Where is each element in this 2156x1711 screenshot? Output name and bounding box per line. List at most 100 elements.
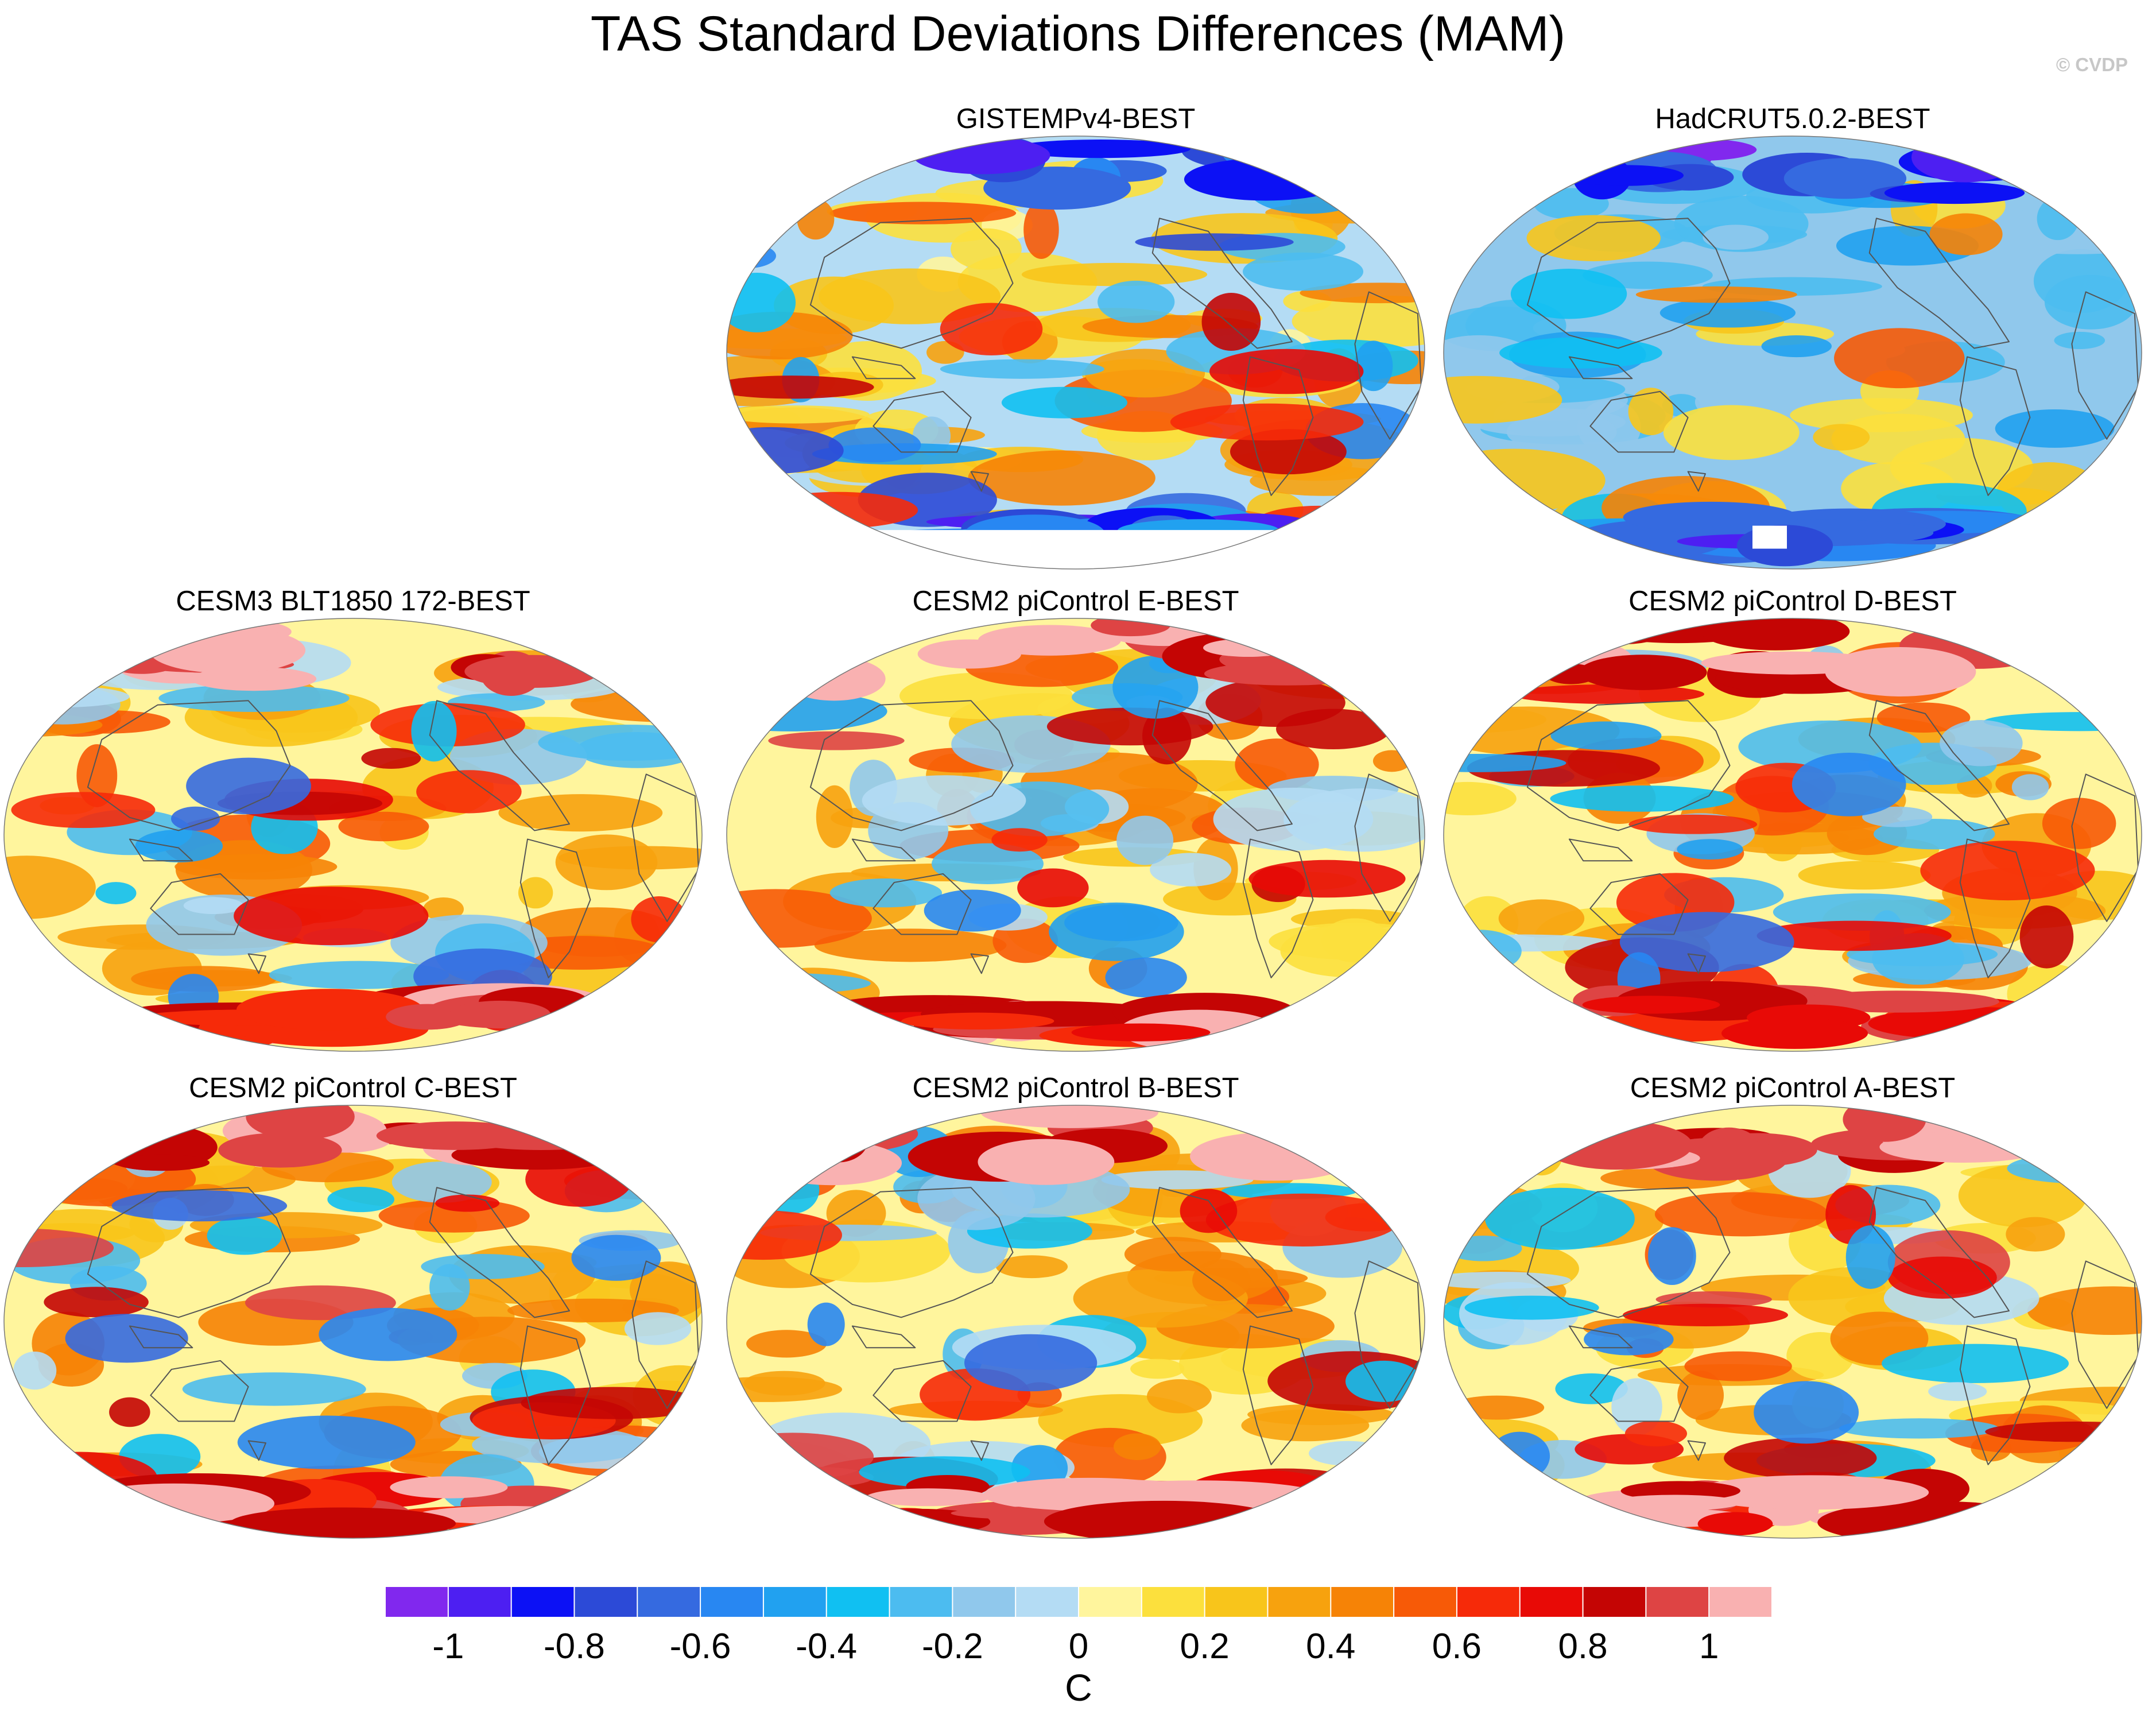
anomaly-blob xyxy=(1703,224,1769,250)
colorbar-swatch xyxy=(1709,1587,1773,1617)
anomaly-blob-north xyxy=(917,639,1021,669)
anomaly-blob xyxy=(1928,1382,1987,1402)
anomaly-blob xyxy=(727,427,844,474)
colorbar-swatch xyxy=(637,1587,701,1617)
coastline xyxy=(519,838,591,978)
anomaly-blob xyxy=(1170,403,1364,441)
anomaly-blob xyxy=(171,806,220,831)
coastline xyxy=(1526,1187,1731,1318)
anomaly-blob xyxy=(2037,197,2079,241)
anomaly-blob xyxy=(624,1312,692,1345)
coastline xyxy=(851,356,916,380)
anomaly-blob xyxy=(819,268,1001,324)
anomaly-blob xyxy=(1201,292,1261,351)
coastline xyxy=(1354,291,1422,440)
coastline xyxy=(873,1360,972,1422)
anomaly-blob xyxy=(1754,1381,1859,1444)
anomaly-blob-north xyxy=(1579,655,1707,690)
map-border xyxy=(1443,136,2142,570)
anomaly-blob xyxy=(2089,1425,2134,1485)
anomaly-blob xyxy=(1276,709,1391,749)
anomaly-blob-south xyxy=(229,1507,456,1538)
anomaly-blob-north xyxy=(913,137,1050,175)
anomaly-blob-south xyxy=(390,1476,508,1499)
panel-title: CESM2 piControl D-BEST xyxy=(1628,586,1957,617)
anomaly-blob xyxy=(2006,1217,2065,1252)
anomaly-blob xyxy=(518,877,553,909)
anomaly-blob xyxy=(1792,752,1906,816)
anomaly-field xyxy=(4,1105,702,1538)
anomaly-blob xyxy=(327,1187,394,1213)
panel-title: CESM3 BLT1850 172-BEST xyxy=(176,586,530,617)
anomaly-blob xyxy=(421,1253,545,1279)
colorbar-swatch xyxy=(1394,1587,1457,1617)
coastline xyxy=(1868,218,2010,349)
anomaly-blob xyxy=(1180,1189,1238,1233)
coastline xyxy=(1687,1440,1706,1461)
map-panel: CESM2 piControl B-BEST xyxy=(726,1073,1425,1539)
anomaly-blob xyxy=(828,427,921,463)
anomaly-blob-north xyxy=(1190,1132,1358,1181)
anomaly-blob xyxy=(1464,1295,1599,1320)
panel-title: CESM2 piControl E-BEST xyxy=(912,586,1239,617)
anomaly-blob-north xyxy=(1578,620,1665,645)
anomaly-blob xyxy=(65,1314,188,1363)
anomaly-blob-north xyxy=(1843,1105,1926,1142)
coastline xyxy=(129,1325,193,1349)
anomaly-blob xyxy=(237,1415,416,1469)
colorbar: -1 -0.8 -0.6 -0.4 -0.2 0 0.2 0.4 0.6 0.8 1 C xyxy=(385,1587,1773,1709)
anomaly-blob xyxy=(743,1371,825,1396)
panel-title: CESM2 piControl A-BEST xyxy=(1630,1073,1955,1104)
anomaly-blob xyxy=(4,978,98,1011)
colorbar-swatch xyxy=(385,1587,449,1617)
anomaly-blob xyxy=(797,199,835,240)
coastline xyxy=(247,953,266,974)
anomaly-blob xyxy=(1444,781,1517,816)
colorbar-swatch xyxy=(1456,1587,1521,1617)
anomaly-blob xyxy=(1235,738,1319,791)
anomaly-blob xyxy=(95,882,137,904)
anomaly-blob-north xyxy=(1567,165,1684,186)
anomaly-blob xyxy=(1890,438,2034,497)
anomaly-blob xyxy=(1323,630,1424,694)
coastline xyxy=(1959,838,2031,978)
colorbar-swatch xyxy=(511,1587,575,1617)
colorbar-swatch xyxy=(763,1587,827,1617)
anomaly-blob xyxy=(968,450,1155,506)
colorbar-tick-label: -0.6 xyxy=(670,1627,731,1666)
anomaly-blob xyxy=(1929,213,2003,256)
anomaly-blob-south xyxy=(1697,1512,1773,1536)
anomaly-blob xyxy=(1995,409,2115,448)
anomaly-blob xyxy=(1101,1170,1254,1190)
coastline xyxy=(873,390,972,453)
anomaly-blob xyxy=(1619,912,1794,973)
anomaly-blob xyxy=(1331,1141,1368,1162)
map-border xyxy=(3,1105,703,1539)
anomaly-blob xyxy=(859,1456,1030,1488)
anomaly-blob xyxy=(964,1334,1098,1392)
chart-title: TAS Standard Deviations Differences (MAM… xyxy=(591,6,1565,61)
coastline xyxy=(1354,773,1422,922)
colorbar-swatch xyxy=(889,1587,953,1617)
anomaly-blob-north xyxy=(464,655,600,688)
anomaly-blob-north xyxy=(115,1154,210,1171)
anomaly-blob xyxy=(1354,340,1393,392)
anomaly-blob xyxy=(1444,930,1522,973)
anomaly-blob xyxy=(1550,785,1734,812)
panel-title: CESM2 piControl C-BEST xyxy=(189,1073,517,1104)
anomaly-blob xyxy=(1654,1192,1829,1237)
anomaly-blob xyxy=(175,854,338,880)
coastline xyxy=(1589,1360,1689,1422)
anomaly-blob xyxy=(1248,860,1406,898)
anomaly-blob-north xyxy=(795,141,941,160)
anomaly-blob xyxy=(762,1165,820,1214)
anomaly-blob xyxy=(1209,349,1364,394)
anomaly-blob xyxy=(1345,1360,1422,1402)
anomaly-blob xyxy=(1628,388,1674,435)
anomaly-blob xyxy=(1130,1358,1185,1379)
anomaly-blob xyxy=(135,829,223,863)
anomaly-blob xyxy=(1862,806,1933,827)
colorbar-tick-label: 1 xyxy=(1699,1627,1719,1666)
anomaly-field xyxy=(4,618,702,1050)
